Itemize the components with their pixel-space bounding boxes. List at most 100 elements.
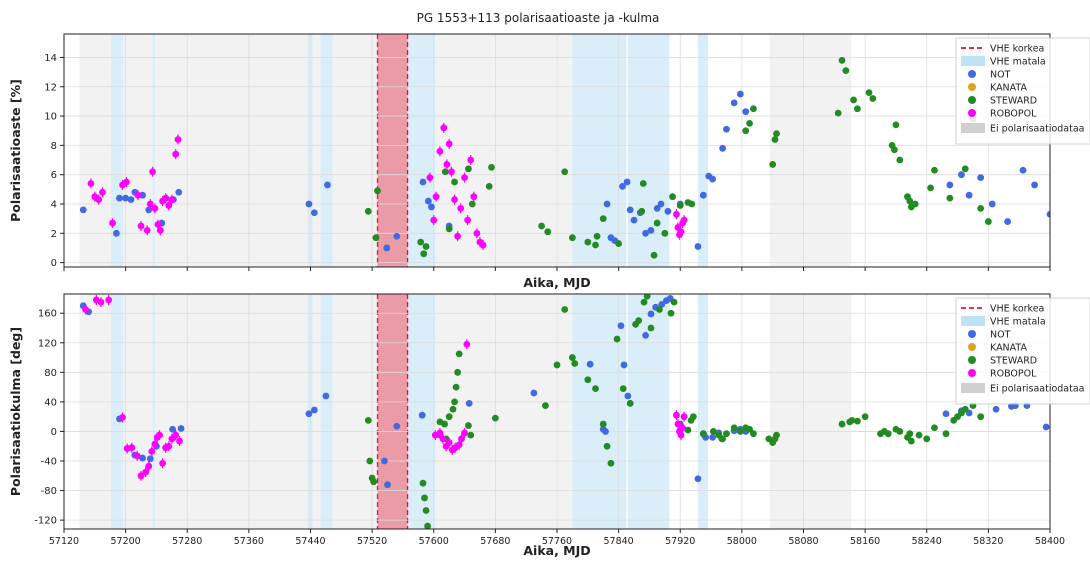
steward-point bbox=[366, 457, 374, 465]
steward-point bbox=[848, 416, 856, 424]
not-point bbox=[139, 454, 146, 462]
steward-point bbox=[854, 417, 861, 425]
steward-point bbox=[420, 250, 428, 258]
legend-marker-vhe-low bbox=[961, 56, 985, 66]
x-tick-label: 58160 bbox=[850, 536, 880, 547]
y-tick-label: 120 bbox=[38, 338, 57, 349]
not-point bbox=[742, 108, 750, 116]
steward-point bbox=[667, 309, 675, 317]
steward-point bbox=[449, 405, 457, 413]
steward-point bbox=[643, 294, 651, 300]
vhe-low-span bbox=[152, 34, 155, 267]
steward-point bbox=[422, 507, 430, 514]
steward-point bbox=[977, 204, 985, 212]
steward-point bbox=[455, 350, 463, 358]
not-point bbox=[393, 422, 401, 430]
x-tick-label: 58240 bbox=[912, 536, 942, 547]
steward-point bbox=[676, 202, 684, 209]
steward-point bbox=[911, 200, 919, 208]
not-point bbox=[177, 425, 185, 432]
not-point bbox=[383, 244, 391, 252]
steward-point bbox=[723, 430, 730, 438]
robopol-point bbox=[679, 424, 686, 432]
vhe-low-span bbox=[572, 294, 627, 529]
steward-point bbox=[538, 222, 545, 230]
vhe-low-span bbox=[697, 34, 708, 267]
steward-point bbox=[742, 127, 750, 135]
y-tick-label: 6 bbox=[51, 170, 57, 181]
not-point bbox=[965, 191, 973, 199]
no-data-span bbox=[123, 294, 153, 529]
vhe-low-span bbox=[152, 294, 155, 529]
robopol-point bbox=[149, 168, 156, 176]
steward-point bbox=[834, 109, 842, 117]
not-point bbox=[624, 392, 632, 400]
not-point bbox=[958, 171, 965, 179]
not-point bbox=[1046, 210, 1050, 218]
robopol-point bbox=[443, 161, 451, 168]
not-point bbox=[699, 191, 707, 199]
robopol-point bbox=[151, 204, 159, 212]
legend-label-no-data: Ei polarisaatiodataa bbox=[990, 124, 1085, 135]
legend-label-not: NOT bbox=[990, 70, 1011, 81]
steward-point bbox=[619, 385, 627, 392]
no-data-span bbox=[332, 34, 378, 267]
steward-point bbox=[465, 422, 472, 429]
steward-point bbox=[688, 200, 696, 208]
vhe-high-span bbox=[377, 294, 408, 529]
legend-marker-kanata bbox=[968, 83, 976, 91]
robopol-point bbox=[134, 191, 142, 199]
no-data-span bbox=[154, 34, 308, 267]
no-data-span bbox=[332, 294, 378, 529]
steward-point bbox=[599, 420, 607, 428]
steward-point bbox=[719, 435, 727, 443]
steward-point bbox=[669, 193, 676, 201]
steward-point bbox=[468, 200, 476, 208]
steward-point bbox=[485, 183, 493, 190]
not-point bbox=[424, 197, 432, 205]
no-data-span bbox=[79, 34, 111, 267]
x-tick-label: 57120 bbox=[49, 536, 79, 547]
not-point bbox=[942, 410, 950, 418]
steward-point bbox=[653, 219, 661, 227]
not-point bbox=[1019, 166, 1027, 174]
not-point bbox=[988, 200, 996, 208]
robopol-point bbox=[439, 435, 447, 443]
steward-point bbox=[736, 428, 744, 435]
x-tick-label: 57760 bbox=[542, 536, 572, 547]
x-tick-label: 57840 bbox=[604, 536, 634, 547]
steward-point bbox=[613, 335, 621, 343]
robopol-point bbox=[165, 202, 173, 209]
not-point bbox=[736, 90, 744, 98]
steward-point bbox=[884, 430, 892, 438]
steward-point bbox=[769, 161, 777, 168]
not-point bbox=[169, 425, 177, 433]
not-point bbox=[1042, 423, 1050, 431]
not-point bbox=[620, 361, 628, 369]
legend-label-vhe-high: VHE korkea bbox=[990, 44, 1044, 55]
not-point bbox=[122, 194, 130, 202]
legend-marker-not bbox=[968, 330, 976, 338]
steward-point bbox=[773, 431, 780, 439]
steward-point bbox=[445, 413, 453, 421]
steward-point bbox=[603, 442, 611, 450]
steward-point bbox=[977, 413, 985, 421]
steward-point bbox=[927, 184, 935, 192]
not-point bbox=[630, 216, 638, 224]
robopol-point bbox=[87, 180, 95, 187]
not-point bbox=[602, 428, 609, 435]
steward-point bbox=[569, 234, 576, 242]
steward-point bbox=[592, 385, 599, 392]
steward-point bbox=[584, 238, 592, 246]
steward-point bbox=[942, 430, 950, 438]
x-tick-label: 57600 bbox=[419, 536, 449, 547]
y-tick-label: 12 bbox=[44, 82, 57, 93]
robopol-point bbox=[677, 431, 685, 439]
robopol-point bbox=[445, 439, 453, 446]
robopol-point bbox=[176, 437, 183, 445]
legend-marker-vhe-low bbox=[961, 316, 985, 326]
robopol-point bbox=[461, 174, 468, 182]
not-point bbox=[694, 243, 702, 250]
steward-point bbox=[842, 67, 850, 75]
steward-point bbox=[374, 187, 381, 195]
